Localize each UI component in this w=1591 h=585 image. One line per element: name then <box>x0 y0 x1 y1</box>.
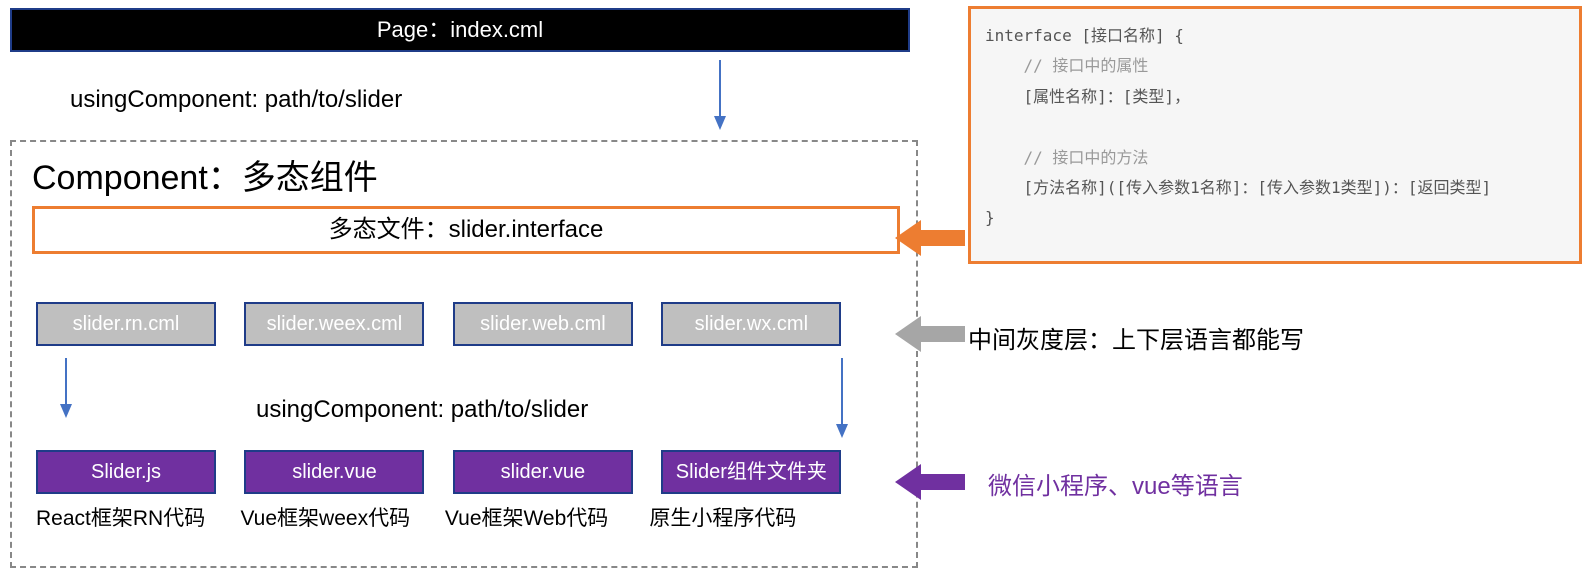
impl-label: 原生小程序代码 <box>649 502 819 532</box>
using-component-text-top: usingComponent: path/to/slider <box>70 86 402 114</box>
interface-bar: 多态文件：slider.interface <box>32 206 900 254</box>
cml-box: slider.rn.cml <box>36 302 216 346</box>
impl-label: Vue框架weex代码 <box>240 502 440 532</box>
arrow-down-icon <box>56 358 76 418</box>
code-line: } <box>985 208 995 227</box>
arrow-down-icon <box>710 60 730 130</box>
cml-box: slider.web.cml <box>453 302 633 346</box>
page-bar-label: Page：index.cml <box>377 17 543 42</box>
cml-row: slider.rn.cml slider.weex.cml slider.web… <box>36 302 865 346</box>
component-title: Component：多态组件 <box>32 150 378 199</box>
code-line: [属性名称]：[类型]， <box>985 87 1190 106</box>
code-line: // 接口中的方法 <box>985 148 1148 167</box>
cml-box: slider.weex.cml <box>244 302 424 346</box>
arrow-left-icon <box>895 314 965 354</box>
component-box: Component：多态组件 多态文件：slider.interface sli… <box>10 140 918 568</box>
impl-box: Slider组件文件夹 <box>661 450 841 494</box>
cml-box: slider.wx.cml <box>661 302 841 346</box>
interface-bar-label: 多态文件：slider.interface <box>329 216 604 243</box>
impl-box: Slider.js <box>36 450 216 494</box>
arrow-left-icon <box>895 218 965 258</box>
impl-box: slider.vue <box>244 450 424 494</box>
impl-label: React框架RN代码 <box>36 502 236 532</box>
code-line: [方法名称]([传入参数1名称]：[传入参数1类型])：[返回类型] <box>985 178 1491 197</box>
annotation-gray: 中间灰度层：上下层语言都能写 <box>968 320 1304 355</box>
impl-box: slider.vue <box>453 450 633 494</box>
page-bar: Page：index.cml <box>10 8 910 52</box>
annotation-purple: 微信小程序、vue等语言 <box>988 466 1243 501</box>
code-panel: interface [接口名称] { // 接口中的属性 [属性名称]：[类型]… <box>968 6 1582 264</box>
impl-labels: React框架RN代码 Vue框架weex代码 Vue框架Web代码 原生小程序… <box>36 502 819 532</box>
arrow-down-icon <box>832 358 852 438</box>
impl-label: Vue框架Web代码 <box>445 502 645 532</box>
arrow-left-icon <box>895 462 965 502</box>
using-component-text-mid: usingComponent: path/to/slider <box>256 396 588 424</box>
code-line: // 接口中的属性 <box>985 56 1148 75</box>
impl-row: Slider.js slider.vue slider.vue Slider组件… <box>36 450 865 494</box>
code-line: interface [接口名称] { <box>985 26 1184 45</box>
